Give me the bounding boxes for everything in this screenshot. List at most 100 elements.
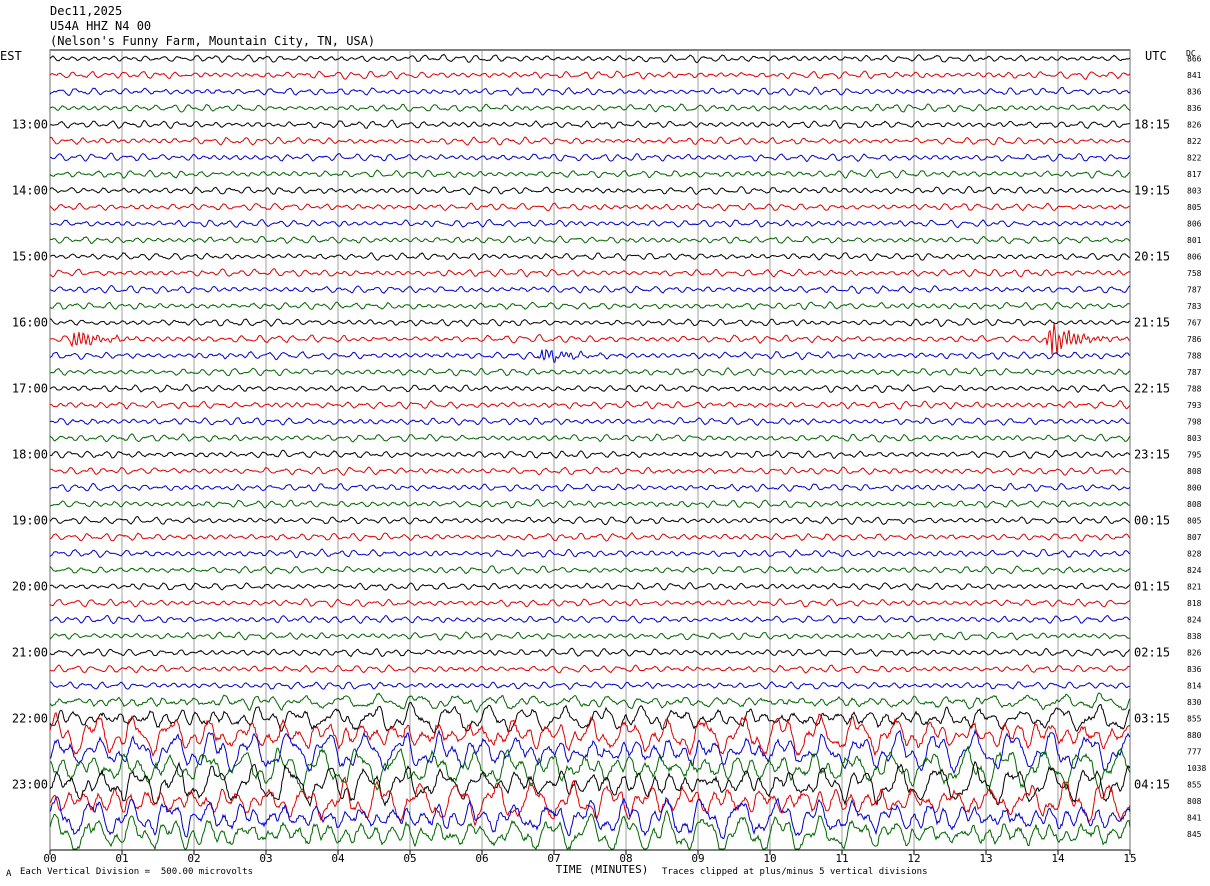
dc-value-24: 795 <box>1187 451 1202 460</box>
dc-value-10: 806 <box>1187 220 1202 229</box>
dc-value-17: 786 <box>1187 335 1202 344</box>
trace-41 <box>49 711 1131 757</box>
trace-9 <box>49 202 1131 212</box>
x-tick-label-04: 04 <box>331 852 345 865</box>
trace-3 <box>49 103 1131 113</box>
dc-value-29: 807 <box>1187 533 1202 542</box>
dc-value-19: 787 <box>1187 368 1202 377</box>
right-hour-label-0315: 03:15 <box>1134 712 1170 726</box>
dc-value-16: 767 <box>1187 319 1202 328</box>
x-tick-label-02: 02 <box>187 852 200 865</box>
trace-43 <box>49 745 1131 792</box>
dc-value-39: 830 <box>1187 698 1202 707</box>
dc-value-20: 788 <box>1187 385 1202 394</box>
dc-value-26: 800 <box>1187 484 1202 493</box>
trace-0 <box>49 53 1131 64</box>
dc-value-12: 806 <box>1187 253 1202 262</box>
trace-47 <box>49 809 1131 851</box>
left-axis-title: EST <box>0 49 22 63</box>
trace-1 <box>49 70 1131 80</box>
trace-45 <box>49 776 1131 827</box>
trace-4 <box>50 119 1131 130</box>
x-tick-label-06: 06 <box>475 852 488 865</box>
clip-note: Traces clipped at plus/minus 5 vertical … <box>662 867 928 877</box>
x-tick-label-09: 09 <box>691 852 704 865</box>
trace-24 <box>49 449 1131 459</box>
dc-value-34: 824 <box>1187 616 1202 625</box>
dc-value-42: 777 <box>1187 748 1202 757</box>
corner-mark: A <box>6 869 12 879</box>
dc-value-36: 826 <box>1187 649 1202 658</box>
trace-19 <box>49 366 1131 377</box>
x-tick-label-11: 11 <box>835 852 848 865</box>
trace-10 <box>49 218 1131 229</box>
right-axis-title: UTC <box>1145 49 1167 63</box>
trace-33 <box>49 598 1131 608</box>
trace-34 <box>49 614 1131 625</box>
trace-16 <box>49 318 1131 328</box>
dc-value-32: 821 <box>1187 583 1202 592</box>
trace-11 <box>49 235 1131 245</box>
right-hour-label-0215: 02:15 <box>1134 646 1170 660</box>
dc-value-23: 803 <box>1187 434 1202 443</box>
trace-37 <box>49 664 1131 674</box>
dc-axis-title: DC <box>1186 49 1196 58</box>
trace-29 <box>49 532 1131 542</box>
trace-6 <box>49 152 1131 163</box>
dc-value-21: 793 <box>1187 401 1202 410</box>
trace-2 <box>49 86 1131 97</box>
dc-value-46: 841 <box>1187 814 1202 823</box>
dc-value-35: 838 <box>1187 632 1202 641</box>
dc-value-15: 783 <box>1187 302 1202 311</box>
dc-value-44: 855 <box>1187 781 1202 790</box>
axis-labels: 00 01 02 03 04 05 06 07 08 09 10 11 12 13 14 15 TIME (MI… <box>0 49 1206 876</box>
dc-value-14: 787 <box>1187 286 1202 295</box>
left-hour-label-1300: 13:00 <box>12 118 48 132</box>
left-hour-label-1600: 16:00 <box>12 316 48 330</box>
trace-25 <box>49 466 1131 476</box>
dc-value-47: 845 <box>1187 830 1202 839</box>
trace-5 <box>49 136 1131 146</box>
dc-value-9: 805 <box>1187 203 1202 212</box>
trace-42 <box>49 729 1131 775</box>
dc-value-27: 808 <box>1187 500 1202 509</box>
trace-21 <box>49 400 1131 410</box>
right-hour-label-0115: 01:15 <box>1134 580 1170 594</box>
trace-31 <box>49 565 1131 575</box>
trace-28 <box>49 515 1131 526</box>
trace-23 <box>49 433 1131 443</box>
trace-46 <box>49 796 1131 840</box>
dc-value-6: 822 <box>1187 154 1202 163</box>
trace-44 <box>49 760 1131 808</box>
x-tick-label-13: 13 <box>979 852 992 865</box>
x-tick-label-14: 14 <box>1051 852 1065 865</box>
x-tick-label-00: 00 <box>43 852 56 865</box>
dc-value-2: 836 <box>1187 88 1202 97</box>
right-hour-label-0015: 00:15 <box>1134 514 1170 528</box>
trace-39 <box>49 692 1131 714</box>
header-location: (Nelson's Funny Farm, Mountain City, TN,… <box>50 34 376 48</box>
trace-14 <box>49 285 1131 294</box>
trace-13 <box>49 268 1131 278</box>
x-tick-label-01: 01 <box>115 852 128 865</box>
dc-value-22: 798 <box>1187 418 1202 427</box>
x-tick-label-10: 10 <box>763 852 776 865</box>
right-hour-label-2315: 23:15 <box>1134 448 1170 462</box>
dc-value-7: 817 <box>1187 170 1202 179</box>
trace-35 <box>49 631 1131 641</box>
x-tick-label-15: 15 <box>1123 852 1136 865</box>
trace-20 <box>49 384 1131 393</box>
trace-26 <box>49 482 1131 493</box>
left-hour-label-1400: 14:00 <box>12 184 48 198</box>
x-tick-label-03: 03 <box>259 852 272 865</box>
x-tick-label-08: 08 <box>619 852 632 865</box>
grid-lines <box>49 49 1131 855</box>
dc-value-30: 828 <box>1187 550 1202 559</box>
dc-value-8: 803 <box>1187 187 1202 196</box>
dc-value-1: 841 <box>1187 71 1202 80</box>
trace-17 <box>49 323 1131 355</box>
trace-36 <box>49 647 1131 658</box>
trace-32 <box>49 582 1131 591</box>
dc-value-38: 814 <box>1187 682 1202 691</box>
left-hour-label-2200: 22:00 <box>12 712 48 726</box>
